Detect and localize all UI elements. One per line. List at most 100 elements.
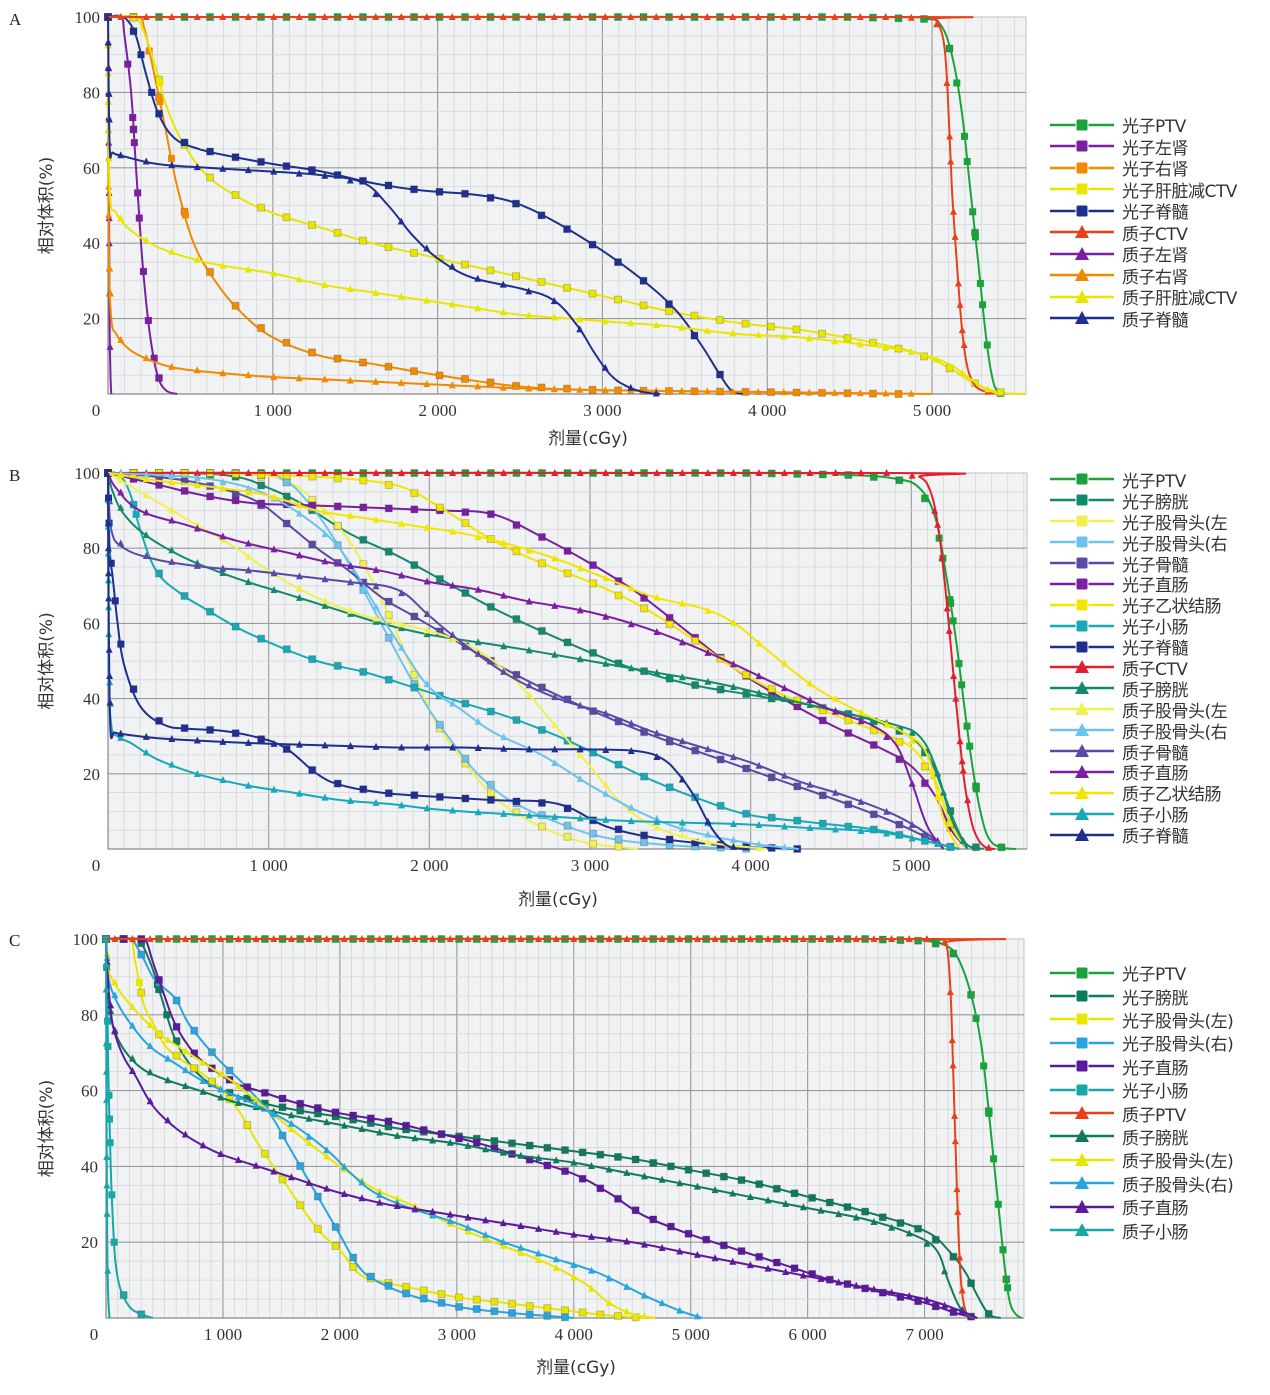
series-marker-triangle — [398, 801, 406, 809]
series-marker-triangle — [219, 13, 227, 20]
series-marker-triangle — [168, 13, 176, 20]
series-marker-square — [435, 469, 444, 477]
series-marker-triangle — [941, 1301, 949, 1309]
series-marker-square — [225, 1066, 234, 1075]
series-marker-triangle — [882, 389, 890, 397]
series-marker-square — [296, 935, 305, 943]
series-marker-triangle — [474, 13, 482, 20]
series-marker-triangle — [576, 564, 584, 572]
series-marker-triangle — [449, 630, 457, 638]
series-marker-triangle — [576, 814, 584, 822]
series-marker-triangle — [347, 561, 355, 569]
series-marker-triangle — [678, 737, 686, 745]
series-marker-square — [537, 383, 546, 392]
series-marker-square — [563, 736, 572, 745]
series-marker-square — [119, 935, 128, 943]
series-marker-square — [596, 935, 605, 943]
series-marker-square — [155, 480, 164, 489]
series-marker-triangle — [142, 470, 150, 478]
series-marker-triangle — [934, 791, 942, 799]
series-marker-square — [953, 79, 961, 87]
series-marker-square — [410, 505, 419, 514]
series-marker-triangle — [627, 817, 635, 825]
series-marker-square — [282, 645, 291, 654]
series-marker-square — [455, 1293, 464, 1302]
series-marker-square — [461, 189, 469, 198]
y-tick-label: 100 — [75, 8, 101, 27]
series-marker-square — [206, 492, 215, 501]
series-marker-triangle — [244, 552, 252, 560]
y-axis-label: 相对体积(%) — [37, 612, 57, 709]
series-marker-square — [366, 1274, 375, 1283]
x-tick-label: 2 000 — [410, 856, 448, 875]
series-marker-triangle — [142, 474, 150, 482]
series-marker-square — [895, 755, 904, 764]
series-marker-triangle — [905, 1292, 913, 1300]
series-marker-square — [665, 300, 673, 309]
series-marker-square — [402, 1125, 411, 1134]
series-marker-triangle — [358, 1125, 366, 1133]
series-marker-triangle — [746, 1192, 754, 1200]
series-marker-square — [333, 474, 342, 483]
series-marker-square — [190, 1049, 199, 1058]
series-marker-triangle — [244, 738, 252, 746]
series-marker-triangle — [287, 1111, 295, 1119]
series-marker-triangle — [398, 743, 406, 751]
series-marker-square — [631, 1313, 640, 1322]
series-marker-square — [512, 547, 521, 556]
series-marker-triangle — [951, 232, 959, 240]
series-marker-triangle — [464, 1223, 472, 1231]
series-marker-square — [282, 492, 291, 501]
series-marker-triangle — [295, 501, 303, 509]
series-marker-square — [461, 374, 469, 383]
series-marker-square — [333, 469, 342, 477]
series-marker-square — [180, 486, 189, 495]
series-line — [107, 472, 960, 850]
series-marker-triangle — [234, 1093, 242, 1101]
legend-label: 质子膀胱 — [1122, 680, 1189, 701]
series-marker-triangle — [704, 817, 712, 825]
series-marker-triangle — [117, 469, 125, 477]
series-marker-square — [410, 612, 419, 621]
series-marker-triangle — [295, 275, 303, 283]
series-marker-triangle — [398, 643, 406, 651]
series-marker-square — [931, 1302, 940, 1311]
series-marker-triangle — [729, 13, 737, 20]
series-proton-8 — [103, 938, 656, 1320]
series-marker-square — [104, 469, 112, 477]
legend-triangle-marker-icon — [1050, 806, 1114, 820]
series-marker-triangle — [464, 1141, 472, 1149]
series-marker-square — [512, 799, 521, 808]
series-marker-triangle — [602, 469, 610, 476]
series-marker-square — [207, 1079, 216, 1088]
series-marker-square — [155, 569, 164, 578]
series-marker-triangle — [252, 1103, 260, 1111]
series-marker-triangle — [347, 578, 355, 586]
series-marker-triangle — [857, 708, 865, 716]
series-marker-square — [793, 699, 802, 708]
series-marker-square — [537, 559, 546, 568]
series-marker-square — [742, 469, 751, 477]
series-marker-square — [410, 185, 418, 194]
series-marker-square — [980, 1062, 988, 1070]
series-marker-square — [402, 1121, 411, 1130]
series-marker-square — [111, 597, 119, 605]
series-marker-triangle — [146, 1042, 154, 1050]
series-marker-triangle — [128, 1021, 136, 1029]
series-marker-triangle — [398, 624, 406, 632]
legend-square-marker-icon — [1050, 598, 1114, 612]
series-marker-square — [180, 138, 189, 147]
series-marker-square — [997, 843, 1006, 852]
series-marker-triangle — [117, 539, 125, 547]
x-tick-label: 1 000 — [204, 1325, 242, 1344]
series-marker-square — [949, 1308, 958, 1317]
series-marker-square — [640, 728, 649, 737]
series-marker-square — [808, 1193, 817, 1202]
series-marker-triangle — [500, 809, 508, 817]
series-marker-triangle — [146, 1021, 154, 1029]
series-marker-triangle — [623, 1237, 631, 1245]
series-marker-square — [613, 935, 622, 943]
series-marker-square — [129, 27, 138, 36]
series-marker-triangle — [627, 719, 635, 727]
series-marker-triangle — [782, 1268, 790, 1276]
